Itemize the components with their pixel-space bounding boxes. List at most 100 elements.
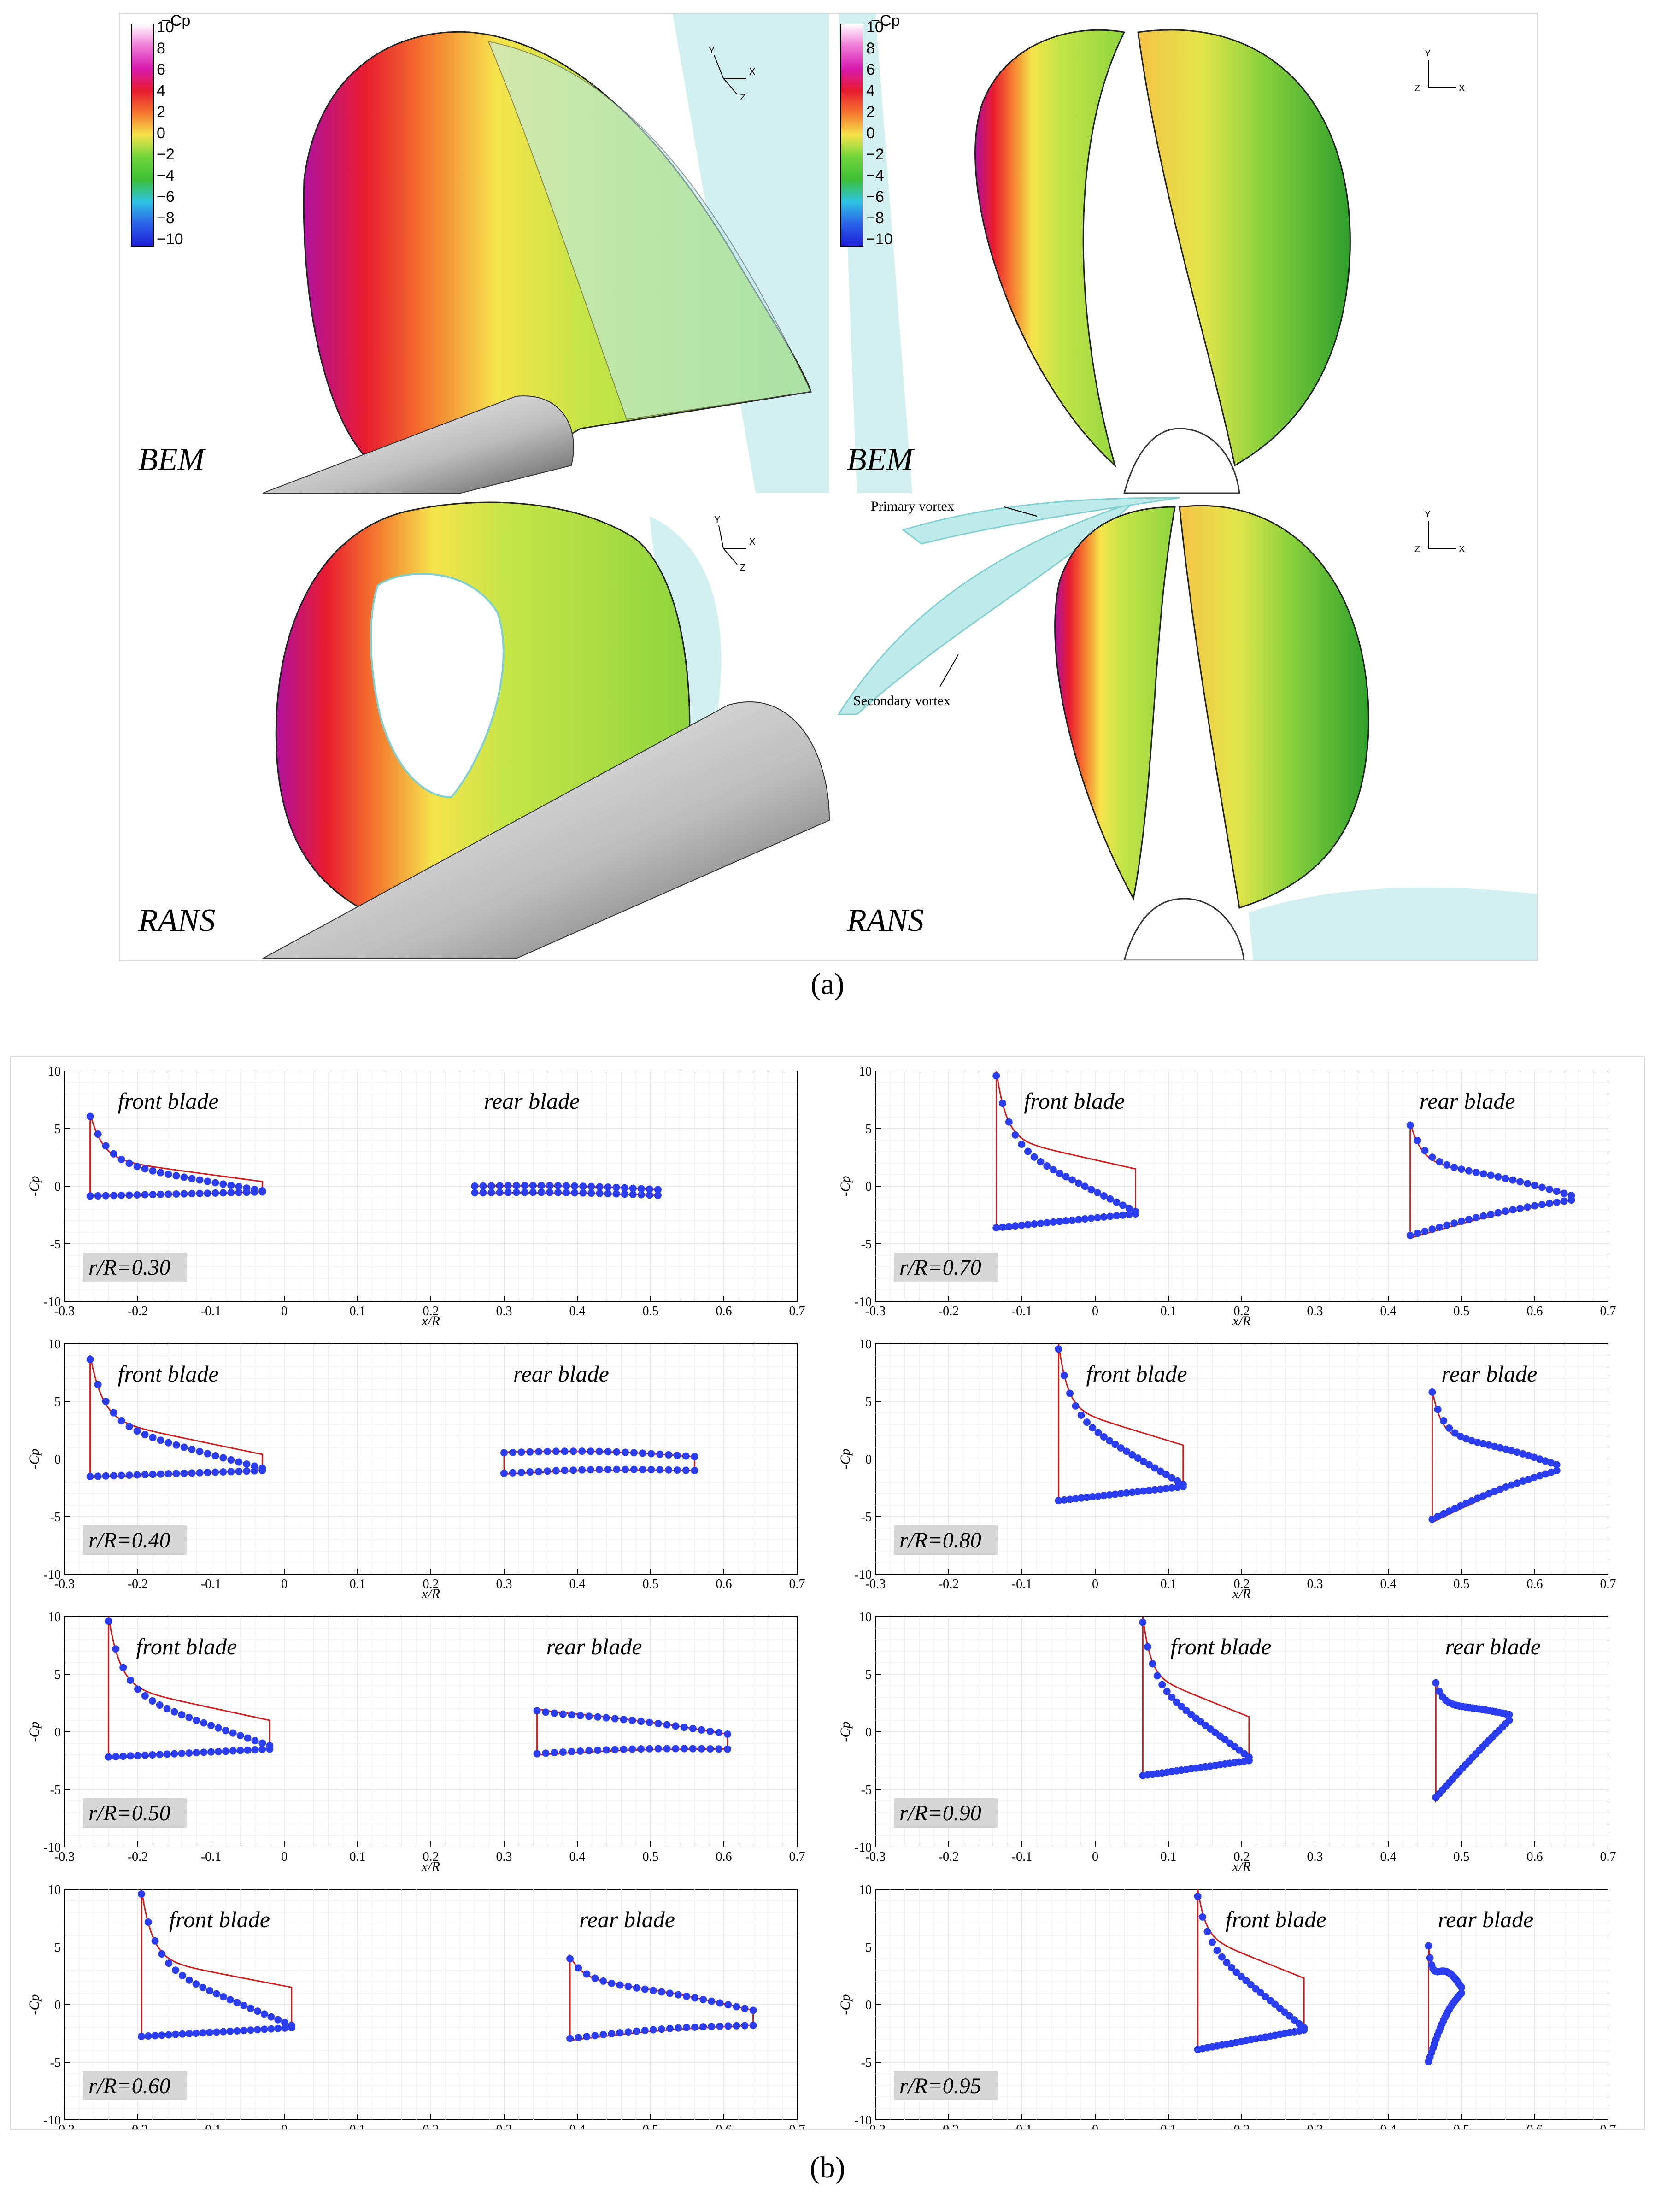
rear-rans-point [1406,1231,1414,1239]
rear-rans-point [1425,1942,1432,1950]
rear-rans-point [1458,1989,1465,1997]
front-rans-point [1037,1158,1045,1166]
rear-rans-point [682,1452,690,1460]
x-tick-label: 0.4 [1380,1304,1397,1318]
rear-rans-point [1545,1200,1553,1207]
front-rans-point [1125,1211,1133,1218]
x-tick-label: 0.6 [1527,1850,1543,1864]
colorbar-tick-label: 10 [866,18,884,36]
front-rans-point [1113,1212,1121,1220]
front-rans-point [1011,1131,1019,1139]
x-tick-label: 0.4 [1380,1577,1397,1591]
front-rans-point [211,1179,219,1187]
rear-rans-point [1553,1198,1561,1206]
axis-y-label: Y [714,515,720,525]
front-rans-point [180,1443,188,1451]
axis-z-label: Z [740,93,745,103]
x-axis-label: x/R [421,1313,440,1329]
front-rans-point [1125,1205,1133,1212]
front-rans-point [1179,1483,1187,1490]
y-tick-label: 10 [48,1883,61,1897]
front-rans-point [1081,1215,1089,1223]
rear-rans-point [1530,1474,1538,1482]
rear-rans-point [1567,1196,1575,1204]
rear-rans-point [575,1964,582,1972]
x-tick-label: 0.5 [643,2123,659,2129]
rear-rans-point [1505,1717,1513,1724]
axis-x-label: X [1459,83,1465,94]
front-rans-point [274,2024,282,2032]
rear-rans-point [1509,1206,1517,1214]
x-tick-label: 0.3 [1307,1850,1323,1864]
rear-rans-point [629,1190,637,1198]
y-tick-label: 0 [54,1998,61,2012]
rear-rans-point [504,1188,512,1196]
front-rans-point [247,2005,255,2012]
front-rans-point [227,1468,235,1476]
front-rans-point [1066,1389,1074,1397]
front-rans-point [188,1469,196,1477]
rear-rans-point [1496,1485,1504,1493]
y-axis-label: -Cp [27,1176,42,1197]
front-rans-point [164,1470,172,1478]
front-rans-point [244,1734,252,1742]
front-rans-point [1087,1186,1095,1194]
colorbar-ticks: 10 8 6 4 2 0 −2 −4 −6 −8 −10 [157,18,183,248]
rear-rans-point [1519,1477,1526,1485]
rear-rans-point [639,1449,646,1457]
axis-z-label: Z [1414,544,1420,554]
front-rans-point [211,1452,219,1459]
rear-rans-point [1465,1216,1473,1224]
front-rans-point [1134,1454,1142,1462]
front-rans-point [1094,1429,1102,1436]
rear-rans-point [546,1188,554,1196]
front-rans-point [180,1190,188,1198]
radius-badge [83,1253,187,1282]
colorbar-tick-label: −10 [866,230,893,248]
front-rans-point [94,1381,102,1388]
rear-rans-point [526,1468,534,1476]
front-rans-point [240,2027,248,2035]
rear-rans-point [621,1190,628,1198]
x-tick-label: 0.6 [716,1577,732,1591]
front-rans-point [1072,1495,1080,1503]
rear-rans-point [723,1745,731,1753]
front-rans-point [110,1192,117,1200]
front-rans-point [1087,1214,1095,1222]
front-blade-label: front blade [118,1088,219,1114]
x-tick-label: 0.3 [496,1304,512,1318]
rear-rans-point [608,1979,616,1987]
rear-rans-point [641,1985,649,1993]
rear-rans-point [1428,1515,1436,1523]
front-rans-point [281,2024,289,2032]
front-rans-point [1062,1173,1070,1181]
y-tick-label: 5 [54,1395,61,1409]
x-tick-label: 0 [281,1304,288,1318]
x-tick-label: 0.7 [789,1850,805,1864]
quadrant-bem-right: −Cp 10 8 6 4 2 0 −2 −4 −6 −8 −10 BEM Y X Z [840,14,1465,494]
blade-surface-left [1054,506,1176,901]
rear-rans-point [1434,1406,1442,1413]
rear-rans-point [647,1466,655,1474]
rear-rans-point [585,1712,593,1720]
front-rans-point [244,1746,252,1754]
rear-rans-point [1494,1209,1502,1217]
front-rans-point [1134,1488,1142,1495]
rear-rans-point [1426,1954,1434,1962]
radius-badge [83,1798,187,1828]
front-rans-point [180,1173,188,1181]
rear-rans-point [1516,1205,1524,1212]
rear-rans-point [663,1745,671,1753]
y-tick-label: -5 [50,2056,61,2070]
rear-rans-point [698,1745,705,1753]
rear-rans-point [1465,1167,1473,1175]
rear-rans-point [622,1465,629,1473]
rear-rans-point [1553,1188,1561,1195]
rear-rans-point [471,1189,479,1197]
rear-rans-point [569,1466,577,1474]
wake-surface [1249,887,1537,960]
rear-rans-point [613,1465,621,1473]
front-rans-point [1111,1490,1119,1498]
rear-rans-point [1560,1197,1568,1205]
rear-rans-point [706,1745,714,1753]
